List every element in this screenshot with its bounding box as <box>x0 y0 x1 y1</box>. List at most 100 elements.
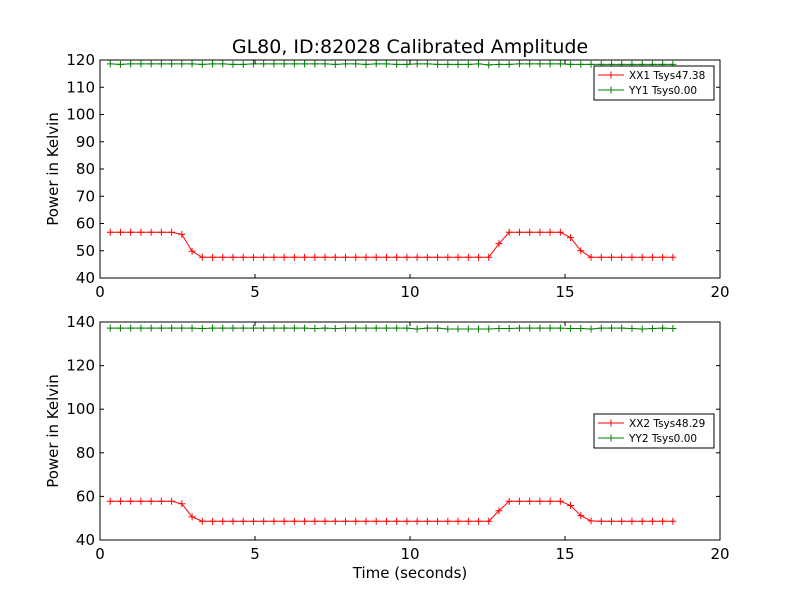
data-point <box>168 324 176 332</box>
data-point <box>290 517 298 525</box>
data-point <box>382 60 390 68</box>
data-point <box>556 228 564 236</box>
data-point <box>413 60 421 68</box>
data-point <box>219 253 227 261</box>
data-point <box>597 324 605 332</box>
data-point <box>280 517 288 525</box>
data-point <box>475 517 483 525</box>
y-tick-label: 80 <box>76 444 95 462</box>
data-point <box>526 228 534 236</box>
data-point <box>618 324 626 332</box>
data-point <box>301 324 309 332</box>
y-tick-label: 40 <box>76 531 95 549</box>
data-point <box>372 517 380 525</box>
data-point <box>505 228 513 236</box>
data-point <box>659 517 667 525</box>
data-point <box>454 325 462 333</box>
data-point <box>454 517 462 525</box>
data-point <box>618 253 626 261</box>
data-point <box>546 228 554 236</box>
data-point <box>434 253 442 261</box>
data-point <box>382 517 390 525</box>
y-axis-label: Power in Kelvin <box>44 112 62 226</box>
data-point <box>219 324 227 332</box>
data-point <box>556 60 564 68</box>
legend-entry: YY1 Tsys0.00 <box>598 85 697 97</box>
data-point <box>556 497 564 505</box>
y-tick-label: 40 <box>76 269 95 287</box>
data-point <box>116 228 124 236</box>
data-point <box>270 517 278 525</box>
data-point <box>423 324 431 332</box>
data-point <box>464 60 472 68</box>
data-point <box>393 60 401 68</box>
data-point <box>239 324 247 332</box>
data-point <box>454 60 462 68</box>
data-point <box>188 513 196 521</box>
data-point <box>546 324 554 332</box>
data-point <box>475 60 483 68</box>
data-point <box>485 253 493 261</box>
data-point <box>147 324 155 332</box>
data-point <box>628 325 636 333</box>
data-point <box>321 253 329 261</box>
data-point <box>413 325 421 333</box>
data-point <box>270 60 278 68</box>
y-tick-label: 90 <box>76 133 95 151</box>
data-point <box>362 60 370 68</box>
y-axis-label: Power in Kelvin <box>44 374 62 488</box>
data-point <box>577 512 585 520</box>
data-point <box>648 253 656 261</box>
data-point <box>597 517 605 525</box>
x-tick-label: 10 <box>400 283 419 301</box>
data-point <box>638 517 646 525</box>
data-point <box>331 325 339 333</box>
data-point <box>178 230 186 238</box>
data-point <box>485 61 493 69</box>
data-point <box>178 60 186 68</box>
data-point <box>178 500 186 508</box>
y-tick-label: 80 <box>76 160 95 178</box>
series-2-1 <box>106 497 677 525</box>
data-point <box>434 517 442 525</box>
data-point <box>137 497 145 505</box>
data-point <box>526 324 534 332</box>
data-point <box>280 253 288 261</box>
data-point <box>669 517 677 525</box>
data-point <box>106 60 114 68</box>
data-point <box>270 324 278 332</box>
data-point <box>311 325 319 333</box>
data-point <box>106 324 114 332</box>
data-point <box>116 497 124 505</box>
y-tick-label: 140 <box>66 313 95 331</box>
data-point <box>178 324 186 332</box>
legend-box <box>593 65 715 101</box>
data-point <box>393 324 401 332</box>
data-point <box>219 517 227 525</box>
data-point <box>393 517 401 525</box>
data-point <box>382 253 390 261</box>
data-point <box>260 324 268 332</box>
data-point <box>209 324 217 332</box>
y-tick-label: 110 <box>66 78 95 96</box>
data-point <box>403 253 411 261</box>
data-point <box>669 325 677 333</box>
data-point <box>260 253 268 261</box>
data-point <box>413 253 421 261</box>
data-point <box>587 253 595 261</box>
data-point <box>515 60 523 68</box>
data-point <box>444 60 452 68</box>
legend-box <box>593 413 715 449</box>
legend: XX2 Tsys48.29 YY2 Tsys0.00 <box>593 413 715 449</box>
data-point <box>567 234 575 242</box>
data-point <box>372 60 380 68</box>
data-point <box>249 517 257 525</box>
data-point <box>137 228 145 236</box>
data-point <box>546 60 554 68</box>
data-point <box>515 497 523 505</box>
data-point <box>157 60 165 68</box>
data-point <box>331 517 339 525</box>
data-point <box>659 253 667 261</box>
data-point <box>362 517 370 525</box>
